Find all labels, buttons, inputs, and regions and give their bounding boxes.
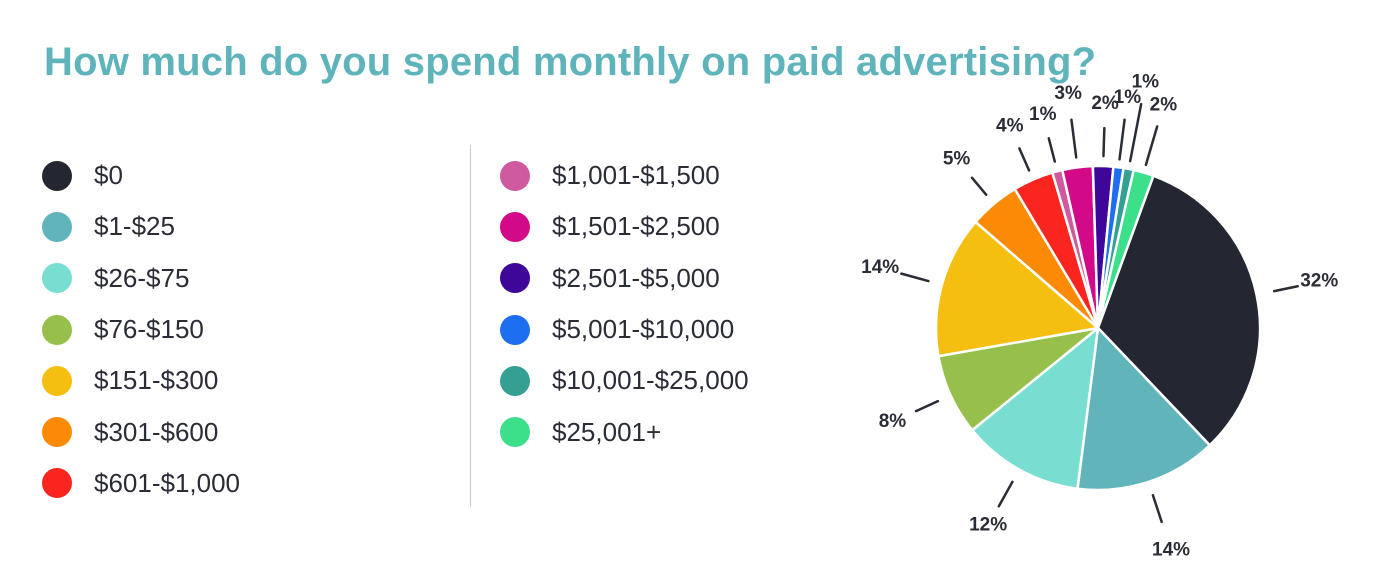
slice-value-label: 32% — [1300, 271, 1338, 292]
leader-line — [1018, 147, 1031, 172]
legend-swatch — [42, 468, 72, 499]
legend-divider — [470, 145, 471, 507]
legend-item: $76-$150 — [42, 304, 240, 355]
slice-value-label: 2% — [1150, 94, 1178, 115]
legend-column-left: $0 $1-$25 $26-$75 $76-$150 $151-$300 $301-$60… — [42, 150, 240, 509]
slice-value-label: 3% — [1054, 83, 1082, 104]
slice-value-label: 1% — [1132, 72, 1160, 93]
leader-line — [1102, 126, 1106, 158]
legend-item: $1,001-$1,500 — [500, 150, 749, 201]
legend-label: $26-$75 — [94, 262, 190, 293]
legend-label: $1,001-$1,500 — [552, 160, 720, 191]
legend-swatch — [42, 314, 72, 345]
legend-item: $26-$75 — [42, 253, 240, 304]
legend-item: $601-$1,000 — [42, 458, 240, 509]
legend-label: $301-$600 — [94, 416, 219, 447]
legend-swatch — [42, 211, 72, 242]
legend-swatch — [500, 314, 530, 345]
legend-swatch — [42, 365, 72, 396]
leader-line — [1151, 493, 1163, 524]
legend-swatch — [500, 211, 530, 242]
legend-column-right: $1,001-$1,500 $1,501-$2,500 $2,501-$5,000 $… — [500, 150, 749, 458]
pie-slice — [971, 326, 1100, 490]
slice-value-label: 1% — [1114, 87, 1142, 108]
leader-line — [1070, 118, 1078, 159]
legend-label: $5,001-$10,000 — [552, 314, 735, 345]
leader-line — [1128, 102, 1143, 163]
legend-swatch — [42, 417, 72, 448]
legend-label: $1,501-$2,500 — [552, 211, 720, 242]
pie-slice — [1076, 326, 1212, 492]
leader-line — [900, 272, 930, 283]
slice-value-label: 14% — [1152, 539, 1190, 560]
legend-swatch — [42, 263, 72, 294]
legend-label: $2,501-$5,000 — [552, 262, 720, 293]
slice-value-label: 1% — [1029, 104, 1057, 125]
legend-label: $25,001+ — [552, 416, 662, 447]
legend-item: $5,001-$10,000 — [500, 304, 749, 355]
legend-item: $301-$600 — [42, 406, 240, 457]
legend-item: $151-$300 — [42, 355, 240, 406]
pie-leader-lines — [900, 102, 1299, 524]
legend-item: $25,001+ — [500, 406, 749, 457]
pie-slices — [934, 164, 1262, 492]
chart-title: How much do you spend monthly on paid ad… — [44, 40, 1097, 84]
legend-item: $1-$25 — [42, 201, 240, 252]
slice-value-label: 5% — [943, 148, 971, 169]
leader-line — [997, 480, 1014, 508]
legend-label: $10,001-$25,000 — [552, 365, 749, 396]
leader-line — [1272, 284, 1299, 293]
legend-item: $2,501-$5,000 — [500, 253, 749, 304]
legend-swatch — [500, 417, 530, 448]
slice-value-label: 12% — [969, 515, 1007, 536]
legend-label: $0 — [94, 160, 123, 191]
slice-value-label: 14% — [861, 257, 899, 278]
legend-label: $601-$1,000 — [94, 467, 241, 498]
pie-slice — [934, 220, 1100, 358]
legend-label: $76-$150 — [94, 314, 204, 345]
legend-item: $0 — [42, 150, 240, 201]
leader-line — [1047, 137, 1057, 163]
leader-line — [1118, 118, 1126, 161]
slice-value-label: 4% — [996, 115, 1024, 136]
legend-item: $10,001-$25,000 — [500, 355, 749, 406]
leader-line — [1144, 125, 1159, 167]
legend-swatch — [42, 160, 72, 191]
legend-item: $1,501-$2,500 — [500, 201, 749, 252]
slice-value-label: 2% — [1091, 93, 1119, 114]
leader-line — [970, 176, 988, 196]
legend-swatch — [500, 365, 530, 396]
legend-swatch — [500, 160, 530, 191]
legend-label: $151-$300 — [94, 365, 219, 396]
leader-line — [914, 399, 940, 413]
pie-slice — [1096, 168, 1155, 330]
pie-slice — [1096, 174, 1262, 447]
slice-value-label: 8% — [879, 411, 907, 432]
legend-swatch — [500, 263, 530, 294]
pie-value-labels: 32%14%12%8%14%5%4%1%3% 2%1%1%2% — [861, 72, 1338, 561]
legend-label: $1-$25 — [94, 211, 175, 242]
